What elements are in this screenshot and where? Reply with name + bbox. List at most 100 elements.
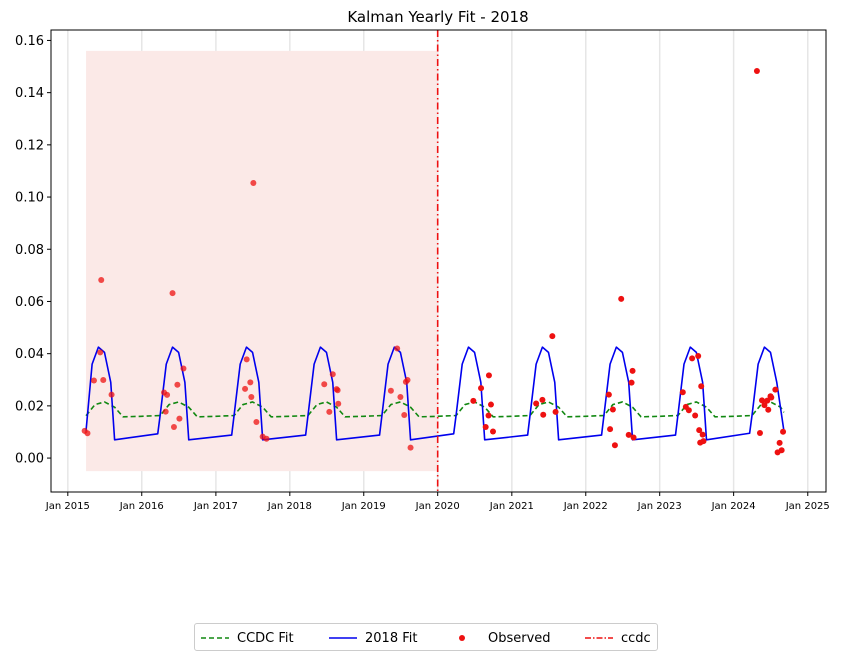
- observed-point: [321, 381, 328, 388]
- legend-label-ccdc-fit: CCDC Fit: [237, 631, 294, 646]
- observed-point: [263, 435, 270, 442]
- x-tick-label: Jan 2021: [489, 501, 534, 512]
- observed-point: [764, 397, 771, 404]
- legend: CCDC Fit 2018 Fit Observed ccdc: [194, 623, 658, 651]
- observed-point: [768, 394, 775, 401]
- observed-point: [170, 424, 177, 431]
- observed-point: [540, 411, 547, 418]
- y-tick-label: 0.00: [15, 452, 44, 467]
- observed-point: [335, 400, 342, 407]
- observed-point: [552, 408, 559, 415]
- observed-point: [401, 412, 408, 418]
- observed-point: [485, 372, 492, 379]
- series-line-1: [85, 346, 785, 441]
- observed-point: [248, 393, 255, 400]
- plot-frame: [50, 29, 827, 493]
- x-tick-label: Jan 2016: [119, 501, 164, 512]
- observed-point: [162, 408, 169, 415]
- x-axis: Jan 2015 Jan 2016 Jan 2017 Jan 2018 Jan 2019…: [45, 492, 830, 512]
- observed-point: [700, 438, 707, 445]
- observed-point: [108, 391, 115, 398]
- observed-point: [689, 355, 696, 362]
- legend-label-2018-fit: 2018 Fit: [365, 631, 417, 646]
- observed-point: [243, 356, 250, 363]
- observed-point: [180, 365, 187, 372]
- shade-layer: [86, 50, 438, 472]
- observed-point: [539, 396, 546, 403]
- x-tick-label: Jan 2024: [711, 501, 756, 512]
- legend-swatch-observed: [459, 635, 465, 641]
- x-tick-label: Jan 2020: [415, 501, 460, 512]
- y-tick-label: 0.12: [15, 138, 44, 153]
- observed-point: [609, 406, 616, 413]
- observed-point: [100, 377, 107, 384]
- observed-point: [607, 426, 614, 433]
- observed-point: [758, 397, 765, 404]
- shaded-region: [86, 50, 438, 472]
- observed-point: [611, 442, 618, 449]
- observed-point: [98, 277, 105, 284]
- observed-point: [250, 179, 257, 186]
- y-tick-label: 0.08: [15, 243, 44, 258]
- observed-point: [407, 444, 414, 451]
- observed-point: [549, 333, 556, 340]
- legend-label-observed: Observed: [488, 631, 551, 646]
- observed-point: [533, 400, 540, 407]
- observed-point: [470, 397, 477, 404]
- observed-point: [695, 353, 702, 360]
- x-tick-label: Jan 2017: [193, 501, 238, 512]
- observed-point: [756, 430, 763, 437]
- observed-point: [685, 407, 692, 414]
- x-tick-label: Jan 2023: [637, 501, 682, 512]
- observed-point: [679, 389, 686, 396]
- observed-point: [387, 387, 394, 394]
- observed-point: [698, 383, 705, 390]
- observed-point: [699, 431, 706, 438]
- x-tick-label: Jan 2019: [341, 501, 386, 512]
- x-tick-label: Jan 2025: [785, 501, 830, 512]
- observed-point: [692, 412, 699, 419]
- legend-item-2018-fit: 2018 Fit: [329, 631, 417, 646]
- chart-title: Kalman Yearly Fit - 2018: [347, 8, 528, 26]
- legend-item-ccdc: ccdc: [585, 631, 651, 646]
- x-tick-label: Jan 2022: [563, 501, 608, 512]
- observed-point: [90, 377, 97, 384]
- y-tick-label: 0.04: [15, 347, 44, 362]
- observed-point: [628, 379, 635, 386]
- observed-point: [629, 367, 636, 374]
- points-layer: [81, 67, 787, 456]
- observed-point: [329, 371, 336, 378]
- observed-point: [478, 385, 485, 392]
- observed-point: [482, 424, 489, 431]
- observed-point: [176, 415, 183, 422]
- observed-point: [696, 427, 703, 434]
- series-layer: [85, 346, 785, 441]
- observed-point: [326, 408, 333, 415]
- series-line-0: [85, 401, 785, 418]
- observed-point: [487, 401, 494, 408]
- observed-point: [489, 428, 496, 435]
- observed-point: [404, 377, 411, 384]
- y-tick-label: 0.14: [15, 86, 44, 101]
- observed-point: [84, 430, 91, 437]
- observed-point: [242, 385, 249, 392]
- observed-point: [334, 387, 341, 394]
- observed-point: [97, 349, 104, 356]
- observed-point: [605, 391, 612, 398]
- observed-point: [247, 379, 254, 386]
- legend-item-ccdc-fit: CCDC Fit: [201, 631, 294, 646]
- observed-point: [776, 439, 783, 446]
- observed-point: [765, 406, 772, 413]
- observed-point: [761, 402, 768, 409]
- y-tick-label: 0.02: [15, 399, 44, 414]
- observed-point: [397, 393, 404, 400]
- y-tick-label: 0.16: [15, 34, 44, 49]
- observed-point: [753, 67, 760, 74]
- legend-item-observed: Observed: [459, 631, 551, 646]
- x-tick-label: Jan 2018: [267, 501, 312, 512]
- observed-point: [394, 345, 401, 352]
- observed-point: [772, 386, 779, 393]
- observed-point: [174, 381, 181, 388]
- observed-point: [625, 431, 632, 438]
